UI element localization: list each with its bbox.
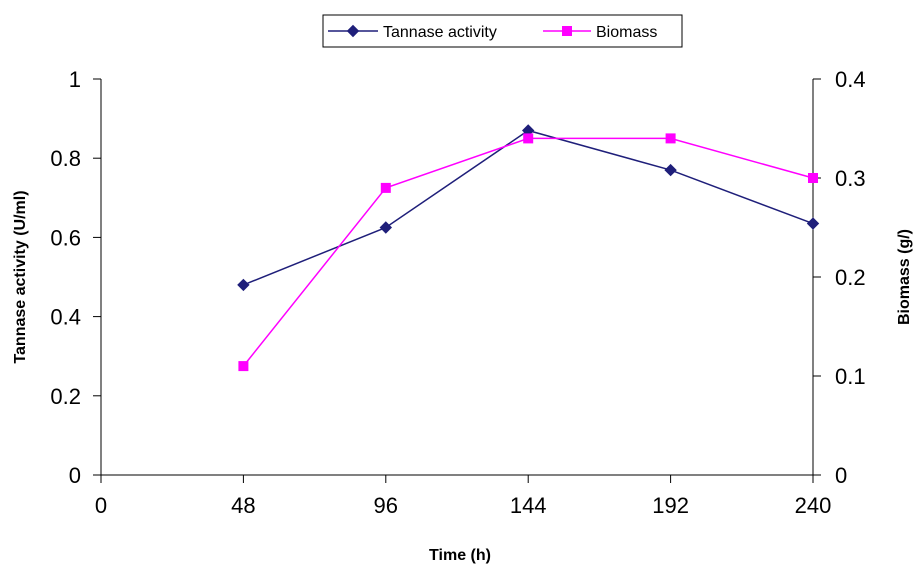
series-line (242, 137, 814, 367)
left-y-tick-label: 0.4 (50, 305, 81, 330)
right-y-tick-label: 0.3 (835, 166, 866, 191)
data-point (665, 133, 676, 144)
series-1 (237, 124, 820, 292)
data-point (808, 173, 818, 183)
data-point (237, 278, 250, 292)
data-point (380, 182, 391, 193)
legend-swatch-marker (562, 26, 572, 36)
legend-label: Tannase activity (383, 24, 497, 41)
x-axis-title: Time (h) (429, 547, 491, 564)
axes: 0 48 96 144 192 24000.20.40.60.8100.10.20.30.… (50, 67, 865, 518)
left-y-tick-label: 0.2 (50, 384, 81, 409)
data-point (806, 217, 820, 230)
series-2 (238, 133, 818, 372)
x-tick-label: 96 (374, 493, 398, 518)
x-tick-label: 192 (652, 493, 689, 518)
x-tick-label: 48 (231, 493, 255, 518)
left-y-tick-label: 1 (69, 67, 81, 92)
legend: Tannase activity Biomass (322, 14, 683, 48)
data-point (523, 133, 534, 144)
right-y-axis-title: Biomass (g/) (896, 229, 913, 325)
x-tick-label: 240 (795, 493, 832, 518)
legend-box (322, 14, 683, 48)
right-y-tick-label: 0.1 (835, 364, 866, 389)
data-point (379, 221, 393, 234)
series-layer (237, 124, 820, 372)
x-tick-label: 144 (510, 493, 547, 518)
right-y-tick-label: 0.4 (835, 67, 866, 92)
right-y-tick-label: 0.2 (835, 265, 866, 290)
left-y-axis-title: Tannase activity (U/ml) (12, 190, 29, 363)
data-point (664, 163, 677, 177)
left-y-tick-label: 0 (69, 463, 81, 488)
legend-label: Biomass (596, 24, 657, 41)
x-tick-label: 0 (95, 493, 107, 518)
right-y-tick-label: 0 (835, 463, 847, 488)
data-point (238, 361, 249, 372)
left-y-tick-label: 0.8 (50, 146, 81, 171)
legend-swatch-marker (346, 24, 360, 38)
left-y-tick-label: 0.6 (50, 225, 81, 250)
